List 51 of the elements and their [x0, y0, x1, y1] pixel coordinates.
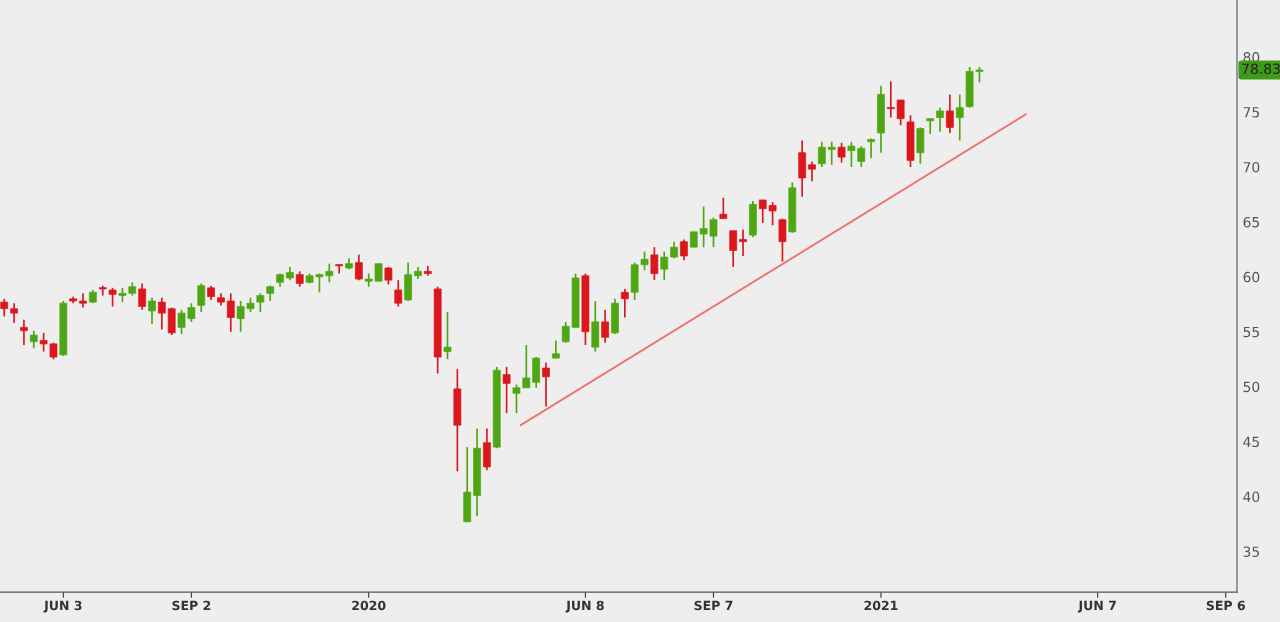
candlestick — [719, 196, 728, 220]
candlestick — [502, 366, 511, 414]
candlestick — [542, 361, 550, 408]
candlestick — [827, 140, 836, 166]
x-tick-label: SEP 7 — [694, 600, 733, 611]
candlestick — [650, 246, 659, 281]
y-tick-label: 60 — [1243, 271, 1260, 283]
candlestick — [660, 250, 669, 281]
candlestick — [955, 93, 964, 142]
x-tick-label: 2020 — [352, 600, 386, 611]
y-tick-label: 75 — [1243, 107, 1260, 118]
candlestick — [867, 137, 875, 160]
candlestick — [335, 263, 344, 275]
x-tick-label: 2021 — [864, 600, 898, 611]
candlestick — [443, 311, 452, 361]
y-tick-label: 40 — [1243, 491, 1260, 503]
y-tick-label: 65 — [1243, 216, 1260, 228]
candlestick — [620, 288, 629, 319]
candlestick — [680, 238, 688, 262]
candlestick — [79, 292, 87, 309]
candlestick — [739, 228, 747, 257]
candlestick — [10, 302, 18, 324]
candlestick — [946, 93, 954, 134]
candlestick — [157, 296, 166, 331]
candlestick — [778, 217, 787, 263]
candlestick — [226, 292, 235, 333]
candlestick — [926, 117, 935, 135]
candlestick — [354, 254, 363, 281]
text: 78.83 — [1242, 63, 1280, 75]
candlestick — [817, 140, 826, 168]
candlestick — [729, 229, 738, 268]
x-tick-label: SEP 6 — [1206, 600, 1245, 611]
y-tick-label: 45 — [1243, 436, 1260, 448]
x-tick-label: JUN 8 — [565, 600, 604, 613]
y-tick-label: 70 — [1243, 161, 1260, 173]
candlestick — [394, 279, 403, 308]
y-tick-label: 35 — [1243, 546, 1260, 557]
y-tick-label: 55 — [1243, 326, 1260, 338]
candlestick — [20, 318, 28, 346]
candlestick — [837, 141, 846, 164]
candlestick — [256, 292, 265, 313]
candlestick — [601, 308, 609, 344]
candlestick — [138, 282, 146, 311]
x-tick-label: SEP 2 — [172, 600, 211, 611]
x-tick-label: JUN 7 — [1077, 600, 1116, 613]
x-tick-label: JUN 3 — [43, 600, 82, 613]
candlestick — [936, 106, 944, 133]
candlestick — [808, 160, 816, 183]
y-tick-label: 50 — [1243, 381, 1260, 393]
candlestick — [148, 296, 156, 325]
candlestick — [197, 282, 206, 313]
